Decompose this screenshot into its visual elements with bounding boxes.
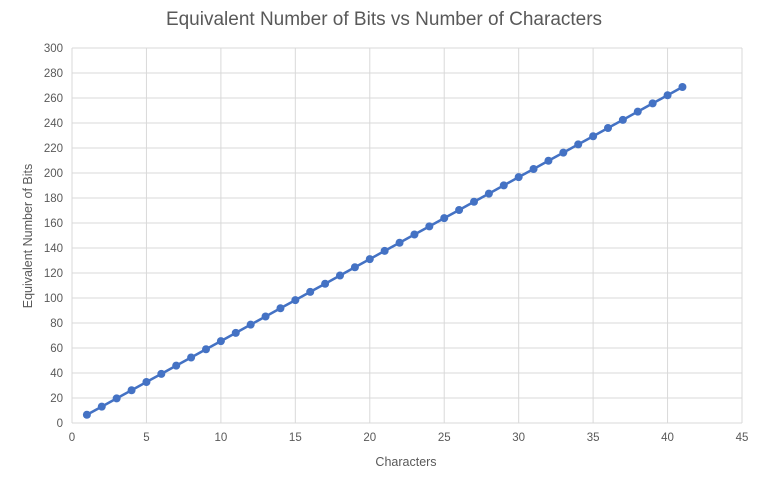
data-point <box>82 410 91 419</box>
data-point <box>97 402 106 411</box>
x-tick-label: 45 <box>736 432 749 444</box>
data-point <box>127 386 136 395</box>
data-point <box>202 345 210 354</box>
data-point <box>157 369 166 378</box>
x-axis-label: Characters <box>375 455 436 469</box>
x-tick-label: 20 <box>363 432 376 444</box>
data-point <box>231 328 240 337</box>
data-point <box>663 91 672 100</box>
data-point <box>380 246 389 255</box>
data-point <box>410 230 419 239</box>
data-point <box>559 148 568 157</box>
data-point <box>470 197 478 206</box>
data-point <box>440 214 449 223</box>
y-tick-label: 240 <box>44 118 63 130</box>
y-axis-label: Equivalent Number of Bits <box>21 164 35 309</box>
tick-labels: 0204060801001201401601802002202402602803… <box>44 43 749 444</box>
y-tick-label: 40 <box>50 368 63 380</box>
data-point <box>574 140 583 149</box>
data-point <box>365 255 374 264</box>
y-tick-label: 260 <box>44 93 63 105</box>
data-point <box>425 222 434 231</box>
data-point <box>291 296 300 305</box>
x-tick-label: 25 <box>438 432 451 444</box>
y-tick-label: 0 <box>57 418 63 430</box>
data-point <box>678 83 687 91</box>
data-point <box>142 378 151 386</box>
data-point <box>187 353 196 362</box>
data-point <box>321 279 330 288</box>
data-point <box>306 287 315 296</box>
y-tick-label: 20 <box>50 393 63 405</box>
y-tick-label: 220 <box>44 143 63 155</box>
data-point <box>276 304 285 313</box>
chart-title: Equivalent Number of Bits vs Number of C… <box>166 9 602 30</box>
x-tick-label: 0 <box>69 432 75 444</box>
gridlines <box>71 47 743 424</box>
y-tick-label: 60 <box>50 343 63 355</box>
data-point <box>261 312 270 321</box>
data-point <box>633 107 642 116</box>
x-tick-label: 30 <box>512 432 525 444</box>
y-tick-label: 300 <box>44 43 63 55</box>
y-tick-label: 140 <box>44 243 63 255</box>
data-point <box>484 189 493 198</box>
data-point <box>589 132 598 141</box>
data-point <box>216 337 225 346</box>
x-tick-label: 10 <box>214 432 227 444</box>
data-point <box>648 99 657 108</box>
data-point <box>350 263 359 272</box>
data-point <box>544 156 553 165</box>
x-tick-label: 35 <box>587 432 600 444</box>
data-point <box>529 165 538 173</box>
data-point <box>112 394 121 403</box>
data-point <box>455 206 464 214</box>
data-point <box>499 181 508 190</box>
data-point <box>514 173 523 182</box>
x-tick-label: 40 <box>661 432 674 444</box>
data-point <box>172 361 181 370</box>
y-tick-label: 160 <box>44 218 63 230</box>
y-tick-label: 180 <box>44 193 63 205</box>
x-tick-label: 5 <box>143 432 149 444</box>
y-tick-label: 120 <box>44 268 63 280</box>
data-series <box>82 83 687 419</box>
y-tick-label: 80 <box>50 318 63 330</box>
data-point <box>395 238 404 247</box>
x-tick-label: 15 <box>289 432 302 444</box>
y-tick-label: 280 <box>44 68 63 80</box>
y-tick-label: 200 <box>44 168 63 180</box>
data-point <box>604 124 612 132</box>
data-point <box>336 271 344 280</box>
data-point <box>246 320 255 329</box>
data-point <box>618 115 627 124</box>
y-tick-label: 100 <box>44 293 63 305</box>
